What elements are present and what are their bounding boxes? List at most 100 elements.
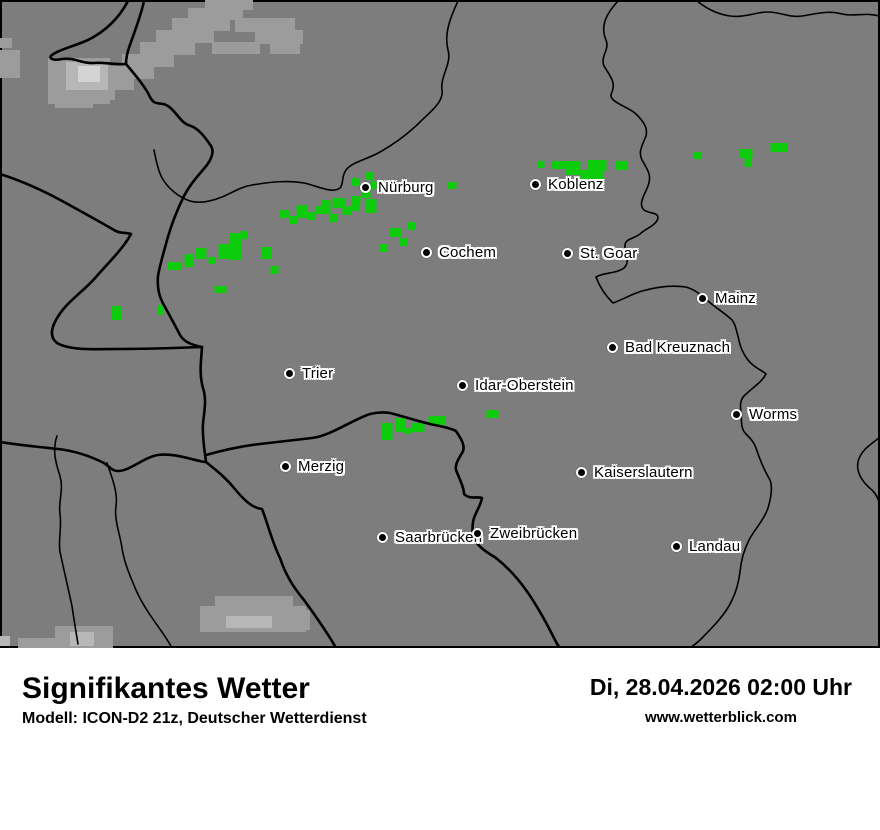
rain-cell xyxy=(740,149,753,158)
rain-cell xyxy=(271,266,279,274)
rain-cell xyxy=(616,161,628,170)
rain-cell xyxy=(262,247,272,259)
rain-cell xyxy=(280,210,290,218)
footer: Signifikantes Wetter Modell: ICON-D2 21z… xyxy=(0,648,880,830)
border-france-internal-1 xyxy=(53,435,79,645)
rain-cell xyxy=(343,206,352,215)
city-label: Zweibrücken xyxy=(490,525,578,542)
cloud-cell xyxy=(255,30,303,44)
border-france-west xyxy=(0,440,208,473)
rain-cell xyxy=(448,182,457,189)
city-dot xyxy=(472,528,483,539)
rain-cell xyxy=(382,423,393,440)
city-dot xyxy=(421,247,432,258)
city-label: Koblenz xyxy=(548,176,604,193)
city-marker-zweibr-cken: Zweibrücken xyxy=(472,525,577,542)
cloud-cell xyxy=(78,66,100,82)
city-marker-merzig: Merzig xyxy=(280,458,344,475)
rain-cell xyxy=(112,306,122,320)
border-belgium-west xyxy=(49,0,130,66)
rain-cell xyxy=(352,199,360,211)
cloud-cell xyxy=(18,638,60,648)
rain-cell xyxy=(316,206,324,214)
city-dot xyxy=(280,461,291,472)
rain-cell xyxy=(552,161,567,169)
cloud-cell xyxy=(0,50,20,78)
rain-cell xyxy=(487,410,499,418)
cloud-cell xyxy=(0,636,10,646)
rain-cell xyxy=(771,143,788,152)
datetime-block: Di, 28.04.2026 02:00 Uhr www.wetterblick… xyxy=(590,674,852,726)
city-label: Merzig xyxy=(298,458,345,475)
rain-cell xyxy=(330,214,338,222)
city-label: St. Goar xyxy=(580,245,638,262)
forecast-datetime: Di, 28.04.2026 02:00 Uhr xyxy=(589,674,852,700)
city-marker-bad-kreuznach: Bad Kreuznach xyxy=(607,339,730,356)
weather-map: Nürburg Koblenz Cochem St. Goar Mainz Bad Kre… xyxy=(0,0,880,648)
cloud-cell xyxy=(226,616,272,628)
page-title: Signifikantes Wetter xyxy=(22,672,310,705)
city-marker-trier: Trier xyxy=(284,365,333,382)
model-subtitle: Modell: ICON-D2 21z, Deutscher Wetterdie… xyxy=(22,710,367,727)
city-label: Landau xyxy=(689,538,741,555)
city-dot xyxy=(562,248,573,259)
rain-cell xyxy=(566,161,581,175)
rain-cell xyxy=(405,428,412,434)
cloud-cell xyxy=(70,632,94,646)
city-marker-st-goar: St. Goar xyxy=(562,245,637,262)
city-label: Bad Kreuznach xyxy=(625,339,731,356)
rain-cell xyxy=(390,228,402,237)
border-moselle xyxy=(199,345,208,464)
city-label: Mainz xyxy=(715,290,757,307)
rain-cell xyxy=(429,416,446,425)
city-dot xyxy=(377,532,388,543)
city-dot xyxy=(530,179,541,190)
rain-cell xyxy=(581,170,604,179)
rain-cell xyxy=(400,238,408,246)
border-top-right xyxy=(696,0,880,18)
cloud-cell xyxy=(0,38,12,48)
city-label: Idar-Oberstein xyxy=(475,377,574,394)
city-marker-koblenz: Koblenz xyxy=(530,176,604,193)
city-dot xyxy=(731,409,742,420)
border-luxembourg-east xyxy=(124,62,214,349)
rain-cell xyxy=(215,286,227,293)
city-marker-kaiserslautern: Kaiserslautern xyxy=(576,464,693,481)
cloud-cell xyxy=(270,44,300,54)
rain-cell xyxy=(209,257,216,264)
city-label: Saarbrücken xyxy=(395,529,483,546)
city-dot xyxy=(607,342,618,353)
city-label: Kaiserslautern xyxy=(594,464,693,481)
city-dot xyxy=(671,541,682,552)
city-label: Cochem xyxy=(439,244,497,261)
rain-cell xyxy=(322,200,331,214)
rain-cell xyxy=(185,254,194,267)
rain-cell xyxy=(168,262,182,270)
city-dot xyxy=(284,368,295,379)
rain-cell xyxy=(290,216,298,224)
city-marker-mainz: Mainz xyxy=(697,290,756,307)
rain-cell xyxy=(745,158,752,167)
city-label: Nürburg xyxy=(378,179,434,196)
rain-cell xyxy=(588,160,607,171)
rain-cell xyxy=(694,152,702,159)
rain-cell xyxy=(538,161,545,168)
rain-cell xyxy=(308,212,316,220)
city-dot xyxy=(457,380,468,391)
city-dot xyxy=(697,293,708,304)
rain-cell xyxy=(230,233,242,260)
rain-cell xyxy=(241,231,248,239)
city-label: Trier xyxy=(302,365,334,382)
border-lines xyxy=(0,0,880,648)
city-marker-cochem: Cochem xyxy=(421,244,496,261)
border-right-edge xyxy=(856,437,880,503)
city-dot xyxy=(576,467,587,478)
cloud-cell xyxy=(212,42,260,54)
rain-cell xyxy=(196,248,207,259)
city-marker-landau: Landau xyxy=(671,538,740,555)
rain-cell xyxy=(366,199,377,213)
city-dot xyxy=(360,182,371,193)
city-marker-n-rburg: Nürburg xyxy=(360,179,434,196)
rain-cell xyxy=(412,423,425,432)
